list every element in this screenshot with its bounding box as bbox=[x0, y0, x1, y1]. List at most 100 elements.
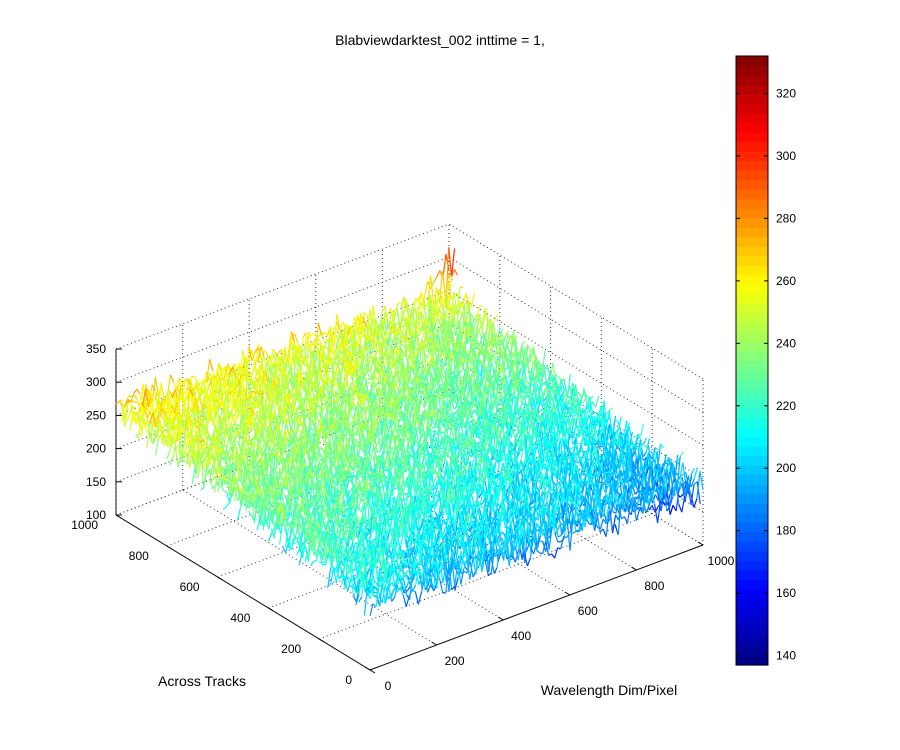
surface-segment bbox=[237, 390, 241, 394]
surface-segment bbox=[455, 311, 460, 328]
surface-segment bbox=[349, 401, 354, 405]
surface-segment bbox=[471, 328, 476, 349]
surface-segment bbox=[273, 443, 278, 450]
surface-segment bbox=[417, 293, 422, 300]
surface-segment bbox=[331, 343, 336, 362]
surface-segment bbox=[257, 394, 262, 408]
surface-segment bbox=[196, 430, 201, 438]
surface-segment bbox=[429, 387, 435, 396]
surface-segment bbox=[332, 418, 337, 427]
surface-segment bbox=[373, 355, 377, 358]
surface-segment bbox=[443, 297, 449, 309]
surface-segment bbox=[417, 341, 422, 354]
surface-segment bbox=[430, 281, 435, 290]
surface-segment bbox=[424, 328, 429, 347]
surface-segment bbox=[411, 385, 416, 394]
surface-segment bbox=[453, 340, 458, 374]
surface-segment bbox=[150, 426, 154, 431]
surface-segment bbox=[255, 446, 260, 459]
surface-segment bbox=[315, 418, 320, 422]
surface-segment bbox=[363, 312, 368, 317]
surface-segment bbox=[490, 364, 496, 371]
surface-segment bbox=[347, 325, 352, 336]
surface-segment bbox=[245, 405, 249, 409]
surface-segment bbox=[438, 300, 443, 311]
surface-segment bbox=[243, 387, 248, 420]
surface-segment bbox=[293, 354, 297, 358]
surface-segment bbox=[469, 367, 474, 385]
surface-segment bbox=[410, 376, 415, 386]
surface-segment bbox=[473, 314, 478, 320]
surface-segment bbox=[458, 310, 463, 314]
surface-segment bbox=[177, 396, 182, 423]
surface-segment bbox=[326, 428, 331, 439]
surface-segment bbox=[209, 469, 214, 476]
surface-segment bbox=[191, 420, 196, 433]
surface-segment bbox=[324, 360, 330, 372]
surface-segment bbox=[316, 388, 322, 406]
surface-segment bbox=[399, 356, 404, 359]
surface-segment bbox=[184, 391, 189, 399]
surface-segment bbox=[326, 426, 331, 436]
surface-segment bbox=[198, 438, 202, 443]
surface-segment bbox=[187, 443, 191, 447]
surface-segment bbox=[172, 437, 177, 443]
surface-segment bbox=[470, 348, 475, 366]
surface-segment bbox=[428, 365, 433, 386]
surface-segment bbox=[286, 373, 290, 379]
surface-segment bbox=[354, 360, 360, 369]
surface-segment bbox=[379, 383, 384, 397]
surface-segment bbox=[369, 355, 375, 362]
surface-segment bbox=[206, 457, 211, 470]
surface-segment bbox=[276, 383, 281, 396]
surface-segment bbox=[403, 333, 408, 341]
surface-segment bbox=[529, 346, 535, 353]
surface-segment bbox=[462, 328, 468, 351]
surface-segment bbox=[196, 424, 201, 432]
surface-segment bbox=[317, 322, 322, 336]
surface-segment bbox=[382, 375, 387, 386]
surface-segment bbox=[180, 454, 185, 459]
surface-segment bbox=[236, 454, 241, 464]
surface-segment bbox=[400, 339, 405, 346]
surface-segment bbox=[373, 398, 378, 403]
surface-segment bbox=[369, 446, 374, 462]
surface-segment bbox=[453, 304, 458, 315]
surface-segment bbox=[192, 443, 197, 469]
surface-segment bbox=[327, 413, 332, 424]
surface-segment bbox=[223, 366, 228, 378]
surface-segment bbox=[151, 384, 156, 391]
surface-segment bbox=[381, 397, 386, 418]
surface-segment bbox=[206, 459, 210, 462]
surface-segment bbox=[312, 333, 317, 337]
surface-segment bbox=[352, 381, 358, 391]
surface-segment bbox=[247, 382, 252, 385]
surface-segment bbox=[385, 375, 390, 400]
grid-line bbox=[115, 323, 450, 450]
surface-segment bbox=[416, 310, 421, 316]
surface-segment bbox=[309, 367, 314, 382]
surface-segment bbox=[282, 382, 287, 407]
surface-segment bbox=[383, 372, 388, 376]
surface-segment bbox=[459, 358, 464, 368]
surface-segment bbox=[296, 354, 300, 358]
surface-segment bbox=[481, 362, 486, 368]
surface-segment bbox=[357, 369, 362, 374]
surface-segment bbox=[279, 430, 284, 441]
surface-segment bbox=[375, 363, 380, 369]
surface-segment bbox=[405, 300, 410, 312]
surface-segment bbox=[354, 353, 359, 375]
surface-segment bbox=[361, 337, 366, 356]
surface-segment bbox=[445, 364, 451, 380]
surface-segment bbox=[408, 388, 413, 394]
surface-segment bbox=[457, 358, 462, 370]
surface-segment bbox=[191, 418, 196, 428]
surface-segment bbox=[436, 364, 441, 397]
surface-segment bbox=[372, 318, 377, 333]
surface-segment bbox=[252, 390, 256, 393]
surface-segment bbox=[484, 318, 489, 349]
surface-segment bbox=[352, 346, 357, 352]
surface-segment bbox=[405, 389, 410, 411]
surface-segment bbox=[253, 428, 257, 431]
surface-segment bbox=[387, 307, 392, 315]
